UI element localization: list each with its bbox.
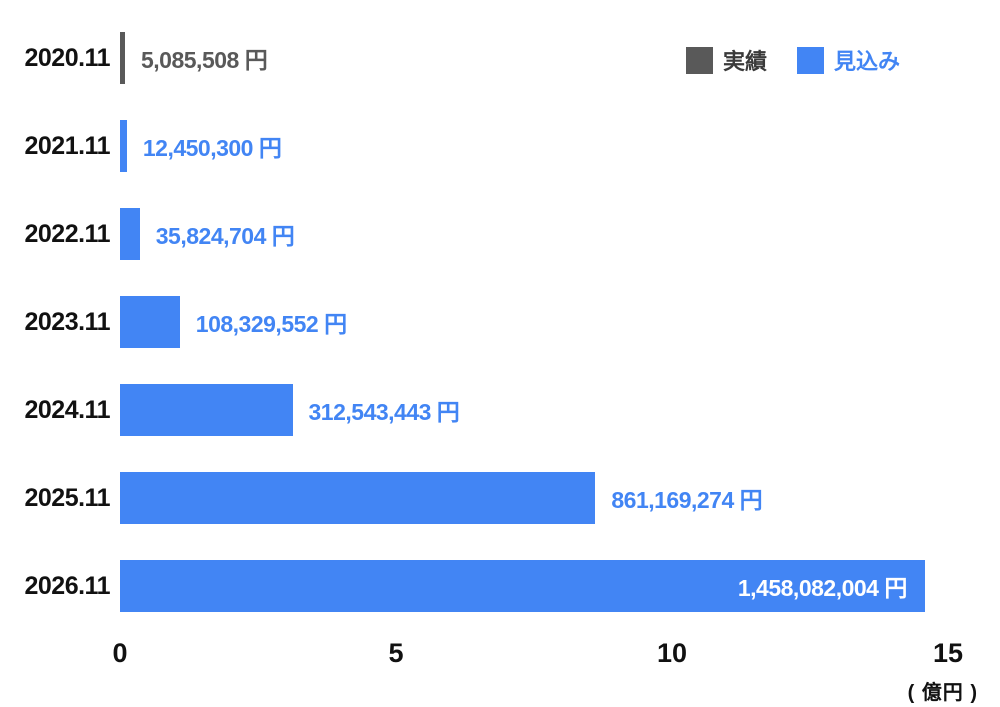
- bar-forecast: [120, 384, 293, 436]
- value-label: 1,458,082,004 円: [737, 575, 907, 601]
- chart-row: 2021.11 12,450,300 円: [0, 102, 1000, 190]
- value-label: 312,543,443 円: [308, 399, 460, 425]
- chart-row: 2023.11 108,329,552 円: [0, 278, 1000, 366]
- x-tick-label: 5: [388, 638, 404, 668]
- bar-forecast: [120, 472, 596, 524]
- bar-area: 108,329,552 円: [120, 296, 948, 348]
- bar-area: 1,458,082,004 円: [120, 560, 948, 612]
- value-label: 35,824,704 円: [155, 223, 295, 249]
- category-label: 2024.11: [24, 395, 111, 424]
- category-label: 2022.11: [24, 219, 111, 248]
- value-label: 108,329,552 円: [195, 311, 347, 337]
- category-label: 2020.11: [24, 43, 111, 72]
- value-label: 12,450,300 円: [142, 135, 282, 161]
- legend-item-forecast: 見込み: [796, 44, 900, 76]
- legend-swatch-actual-icon: [685, 46, 713, 74]
- value-label: 861,169,274 円: [611, 487, 763, 513]
- category-label: 2021.11: [24, 131, 111, 160]
- chart-row: 2025.11 861,169,274 円: [0, 454, 1000, 542]
- chart-legend: 実績 見込み: [685, 44, 900, 76]
- bar-actual: [120, 32, 125, 84]
- chart-row: 2024.11 312,543,443 円: [0, 366, 1000, 454]
- bar-area: 5,085,508 円: [120, 32, 948, 84]
- chart-row: 2026.11 1,458,082,004 円: [0, 542, 1000, 630]
- category-label: 2023.11: [24, 307, 111, 336]
- chart-row: 2020.11 5,085,508 円: [0, 14, 1000, 102]
- chart-row: 2022.11 35,824,704 円: [0, 190, 1000, 278]
- x-tick-label: 15: [932, 638, 964, 668]
- bar-area: 12,450,300 円: [120, 120, 948, 172]
- bar-forecast: [120, 208, 140, 260]
- category-label: 2026.11: [24, 571, 111, 600]
- bar-area: 312,543,443 円: [120, 384, 948, 436]
- bar-forecast: [120, 296, 180, 348]
- legend-item-actual: 実績: [685, 44, 767, 76]
- bar-forecast: [120, 120, 127, 172]
- category-label: 2025.11: [24, 483, 111, 512]
- bar-forecast: 1,458,082,004 円: [120, 560, 925, 612]
- x-tick-label: 10: [656, 638, 688, 668]
- value-label: 5,085,508 円: [141, 47, 268, 73]
- axis-unit-label: ( 億円 ): [907, 682, 978, 704]
- legend-swatch-forecast-icon: [796, 46, 824, 74]
- bar-area: 35,824,704 円: [120, 208, 948, 260]
- legend-label-forecast: 見込み: [833, 49, 900, 74]
- chart-rows: 2020.11 5,085,508 円 2021.11 12,450,300 円 202…: [0, 14, 1000, 630]
- x-tick-label: 0: [112, 638, 128, 668]
- bar-area: 861,169,274 円: [120, 472, 948, 524]
- x-axis: 0 5 10 15: [112, 638, 963, 672]
- legend-label-actual: 実績: [722, 49, 767, 74]
